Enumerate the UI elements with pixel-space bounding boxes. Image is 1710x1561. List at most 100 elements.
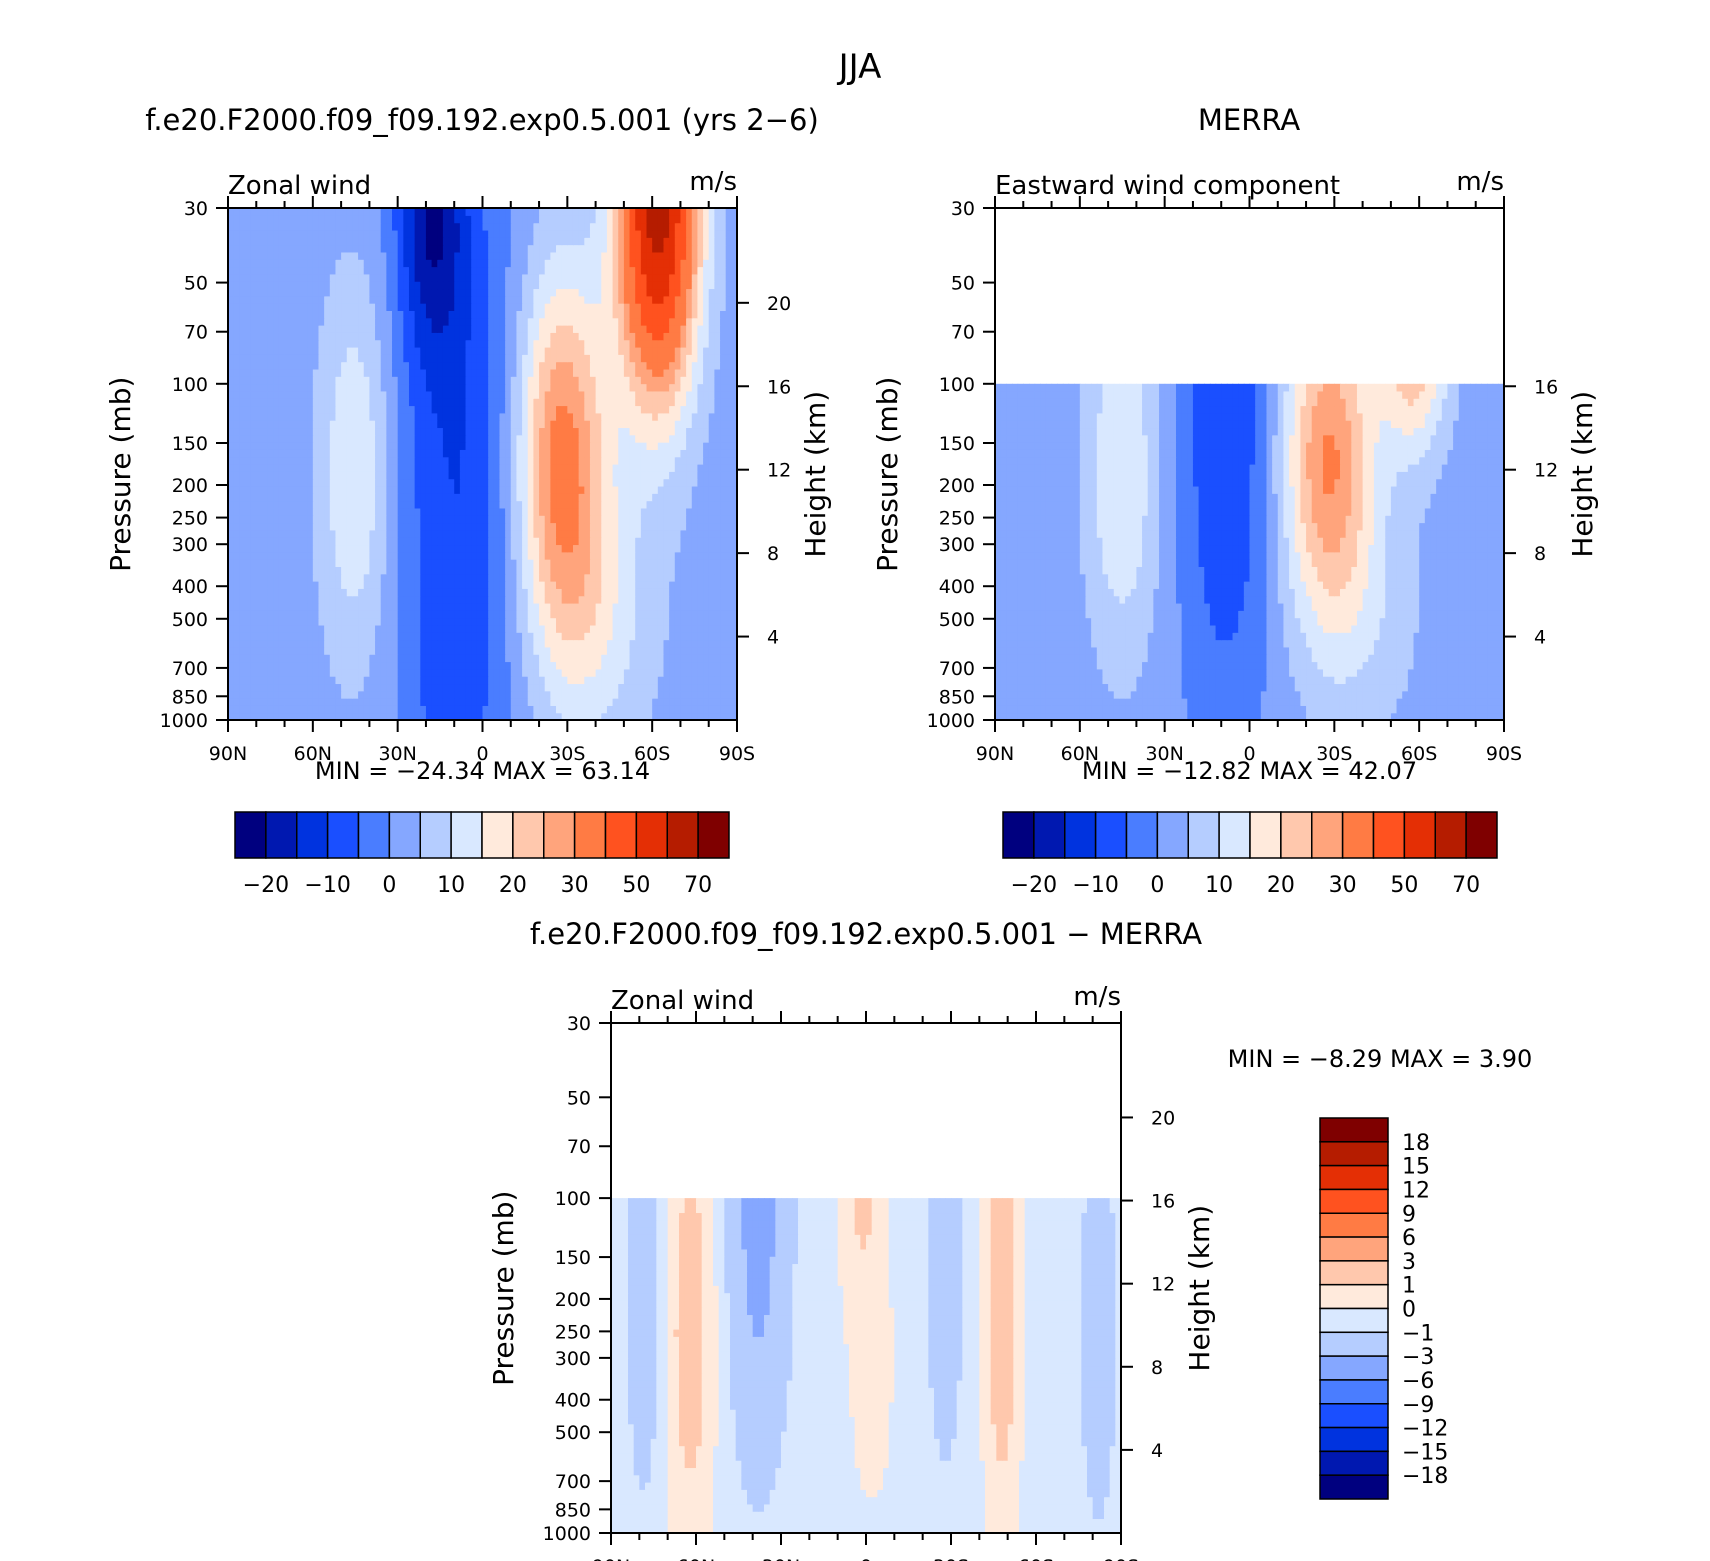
contour-cell [318,588,325,597]
contour-cell [448,654,455,663]
contour-cell [437,485,444,494]
contour-cell [363,712,370,721]
contour-cell [397,551,404,560]
contour-cell [442,478,450,487]
contour-cell [674,588,682,597]
contour-cell [408,610,416,619]
contour-cell [640,332,648,341]
contour-cell [550,368,557,377]
contour-cell [618,317,625,326]
contour-cell [623,639,631,648]
contour-cell [301,573,308,582]
contour-cell [454,617,461,626]
contour-cell [482,632,489,641]
contour-cell [516,332,523,341]
contour-cell [572,588,580,597]
contour-cell [267,471,274,480]
contour-cell [669,412,676,421]
contour-cell [408,376,416,385]
contour-cell [680,500,687,509]
contour-cell [674,390,682,399]
contour-cell [618,646,625,655]
contour-cell [278,390,286,399]
contour-cell [425,581,433,589]
contour-cell [397,325,404,333]
contour-cell [640,683,648,692]
contour-cell [482,493,489,502]
contour-cell [703,317,710,326]
contour-cell [284,317,291,326]
contour-cell [544,500,551,509]
contour-cell [465,624,472,633]
contour-cell [606,500,614,509]
contour-cell [341,705,348,714]
contour-cell [510,390,518,399]
contour-cell [295,310,303,319]
contour-cell [488,712,495,721]
contour-cell [584,529,591,538]
contour-cell [403,646,410,655]
contour-cell [414,690,421,699]
contour-cell [437,456,444,465]
contour-cell [465,456,472,465]
contour-cell [431,449,438,458]
contour-cell [725,602,732,611]
contour-cell [567,639,574,648]
contour-cell [674,405,682,414]
contour-cell [380,449,387,458]
contour-cell [250,573,257,582]
contour-cell [233,332,240,341]
contour-cell [646,522,653,531]
contour-cell [686,624,693,633]
contour-cell [442,654,450,663]
contour-cell [544,610,551,619]
contour-cell [459,427,467,436]
contour-cell [618,632,625,641]
contour-cell [522,507,529,516]
contour-cell [640,537,648,546]
contour-cell [233,390,240,399]
contour-cell [697,683,704,692]
contour-cell [459,383,467,392]
contour-cell [301,559,308,567]
contour-cell [273,595,280,604]
contour-cell [731,522,738,531]
contour-cell [476,332,484,341]
contour-cell [669,581,676,589]
contour-cell [488,405,495,414]
contour-cell [397,515,404,524]
contour-cell [703,507,710,516]
contour-cell [448,573,455,582]
contour-cell [714,537,721,546]
contour-cell [352,690,359,699]
contour-cell [612,405,619,414]
contour-cell [488,624,495,633]
contour-cell [539,551,546,560]
contour-cell [584,646,591,655]
contour-cell [629,507,636,516]
contour-cell [691,346,699,355]
contour-cell [561,712,568,721]
contour-cell [635,522,642,531]
contour-cell [505,317,512,326]
contour-cell [267,449,274,458]
contour-cell [228,405,235,414]
contour-cell [516,339,523,348]
contour-cell [539,420,546,429]
contour-cell [499,705,506,714]
contour-cell [358,551,365,560]
contour-cell [408,368,416,377]
contour-cell [584,500,591,509]
contour-cell [442,595,450,604]
contour-cell [640,354,648,363]
contour-cell [561,529,568,538]
contour-cell [324,434,331,443]
contour-cell [352,698,359,706]
contour-cell [363,346,370,355]
contour-cell [493,522,501,531]
contour-cell [250,544,257,553]
contour-cell [646,544,653,553]
contour-cell [408,317,416,326]
contour-cell [578,332,585,341]
contour-cell [437,478,444,487]
